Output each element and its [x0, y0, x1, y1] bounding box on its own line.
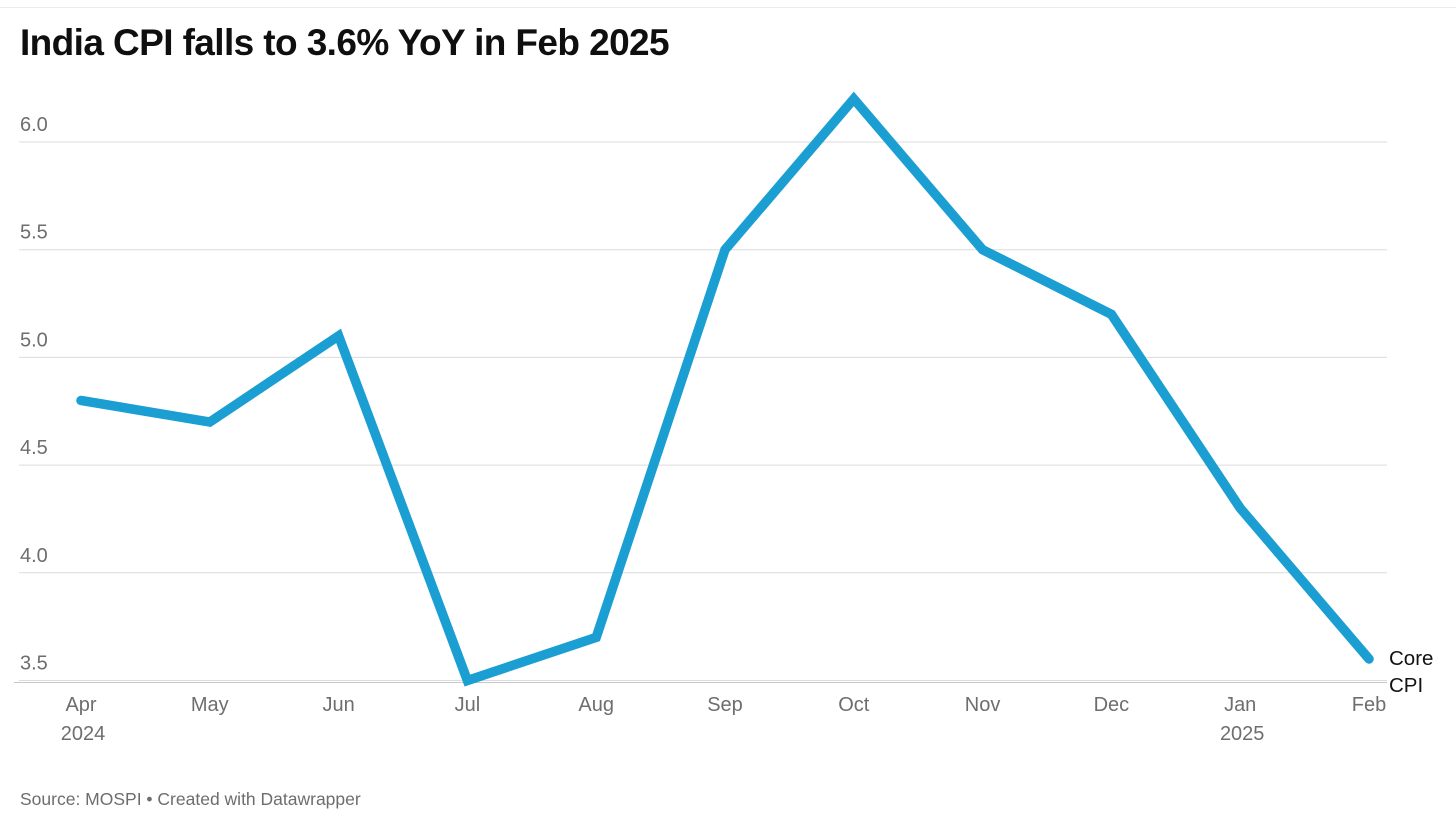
x-tick-label: Dec — [1094, 694, 1130, 716]
x-tick-label: Jan — [1224, 694, 1256, 716]
y-tick-label: 5.0 — [20, 329, 48, 351]
x-tick-label: May — [191, 694, 229, 716]
x-tick-label: Jun — [322, 694, 354, 716]
x-tick-label: Jul — [455, 694, 481, 716]
y-tick-label: 5.5 — [20, 222, 48, 244]
cpi-data-line — [76, 91, 1374, 687]
series-end-label: Core CPI — [1389, 647, 1434, 697]
x-tick-sublabel: 2025 — [1220, 723, 1265, 745]
x-tick-label: Nov — [965, 694, 1001, 716]
x-tick-label: Apr — [65, 694, 96, 716]
y-tick-label: 4.0 — [20, 545, 48, 567]
x-tick-label: Sep — [707, 694, 743, 716]
x-tick-sublabel: 2024 — [61, 723, 106, 745]
x-tick-label: Oct — [838, 694, 870, 716]
source-attribution: Source: MOSPI • Created with Datawrapper — [20, 789, 361, 809]
y-tick-label: 6.0 — [20, 114, 48, 136]
y-tick-label: 3.5 — [20, 653, 48, 675]
x-tick-label: Feb — [1352, 694, 1386, 716]
x-tick-label: Aug — [578, 694, 614, 716]
y-tick-label: 4.5 — [20, 437, 48, 459]
chart-title: India CPI falls to 3.6% YoY in Feb 2025 — [20, 22, 670, 63]
